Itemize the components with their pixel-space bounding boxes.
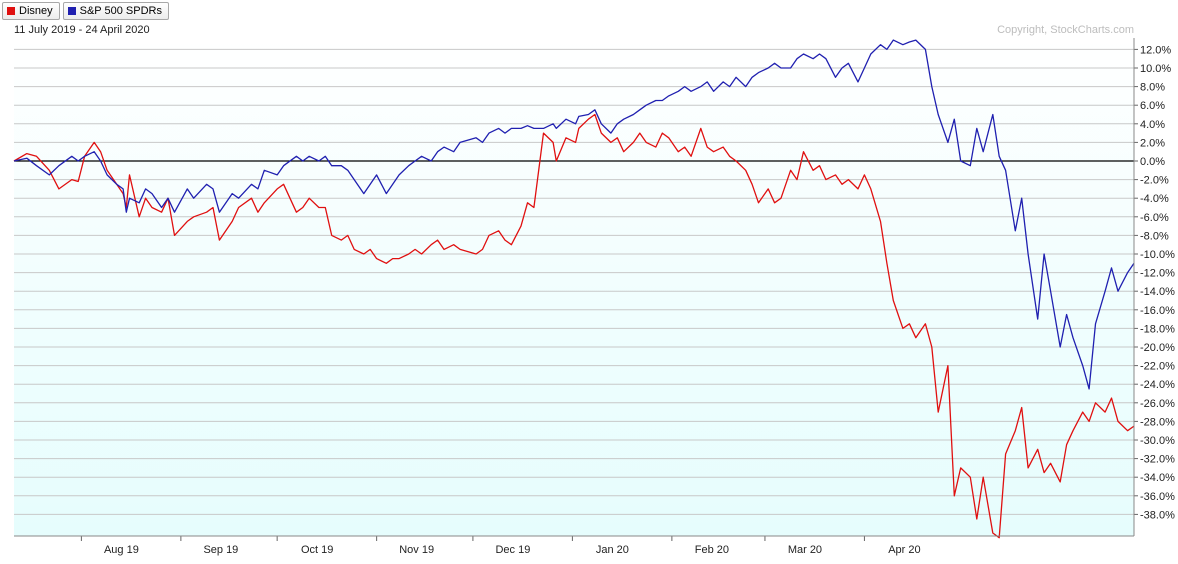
y-tick-label: 4.0% [1140,119,1165,131]
x-tick-label: Sep 19 [203,544,238,556]
y-tick-label: -34.0% [1140,472,1175,484]
y-tick-label: -4.0% [1140,193,1169,205]
y-tick-label: -30.0% [1140,435,1175,447]
y-tick-label: -8.0% [1140,230,1169,242]
copyright-text: Copyright, StockCharts.com [997,24,1134,36]
y-tick-label: -28.0% [1140,416,1175,428]
y-tick-label: -20.0% [1140,342,1175,354]
x-tick-label: Feb 20 [695,544,729,556]
y-tick-label: -24.0% [1140,379,1175,391]
x-tick-label: Jan 20 [596,544,629,556]
y-axis: 12.0% 10.0% 8.0% 6.0% 4.0% 2.0% 0.0% -2.0% -4.0%… [1134,44,1175,521]
y-tick-label: -36.0% [1140,491,1175,503]
x-tick-label: Mar 20 [788,544,822,556]
series-line-spy [13,39,1135,390]
plot-background [14,38,1134,536]
legend-item-spy[interactable]: S&P 500 SPDRs [62,2,169,20]
y-tick-label: -26.0% [1140,398,1175,410]
grid [14,48,1134,515]
y-tick-label: 8.0% [1140,82,1165,94]
date-range: 11 July 2019 - 24 April 2020 [14,24,150,36]
legend-label-disney: Disney [19,5,53,17]
y-tick-label: -6.0% [1140,212,1169,224]
y-tick-label: -32.0% [1140,454,1175,466]
x-tick-label: Dec 19 [495,544,530,556]
x-tick-label: Apr 20 [888,544,920,556]
y-tick-label: -14.0% [1140,286,1175,298]
y-tick-label: 12.0% [1140,44,1171,56]
y-tick-label: 2.0% [1140,137,1165,149]
x-tick-label: Nov 19 [399,544,434,556]
x-tick-label: Oct 19 [301,544,333,556]
y-tick-label: -12.0% [1140,268,1175,280]
x-axis: Aug 19 Sep 19 Oct 19 Nov 19 Dec 19 Jan 20 Feb … [80,536,921,556]
legend-swatch-disney [7,7,15,15]
series-line-disney [13,113,1135,539]
y-tick-label: 6.0% [1140,100,1165,112]
x-tick-label: Aug 19 [104,544,139,556]
legend-label-spy: S&P 500 SPDRs [79,5,162,17]
y-tick-label: -18.0% [1140,323,1175,335]
y-tick-label: 0.0% [1140,156,1165,168]
legend-swatch-spy [67,7,76,15]
series-lines [13,39,1135,539]
y-tick-label: -10.0% [1140,249,1175,261]
y-tick-label: -38.0% [1140,509,1175,521]
y-tick-label: -22.0% [1140,361,1175,373]
legend: Disney S&P 500 SPDRs [2,2,169,20]
y-tick-label: 10.0% [1140,63,1171,75]
legend-item-disney[interactable]: Disney [2,2,60,20]
y-tick-label: -2.0% [1140,175,1169,187]
y-tick-label: -16.0% [1140,305,1175,317]
